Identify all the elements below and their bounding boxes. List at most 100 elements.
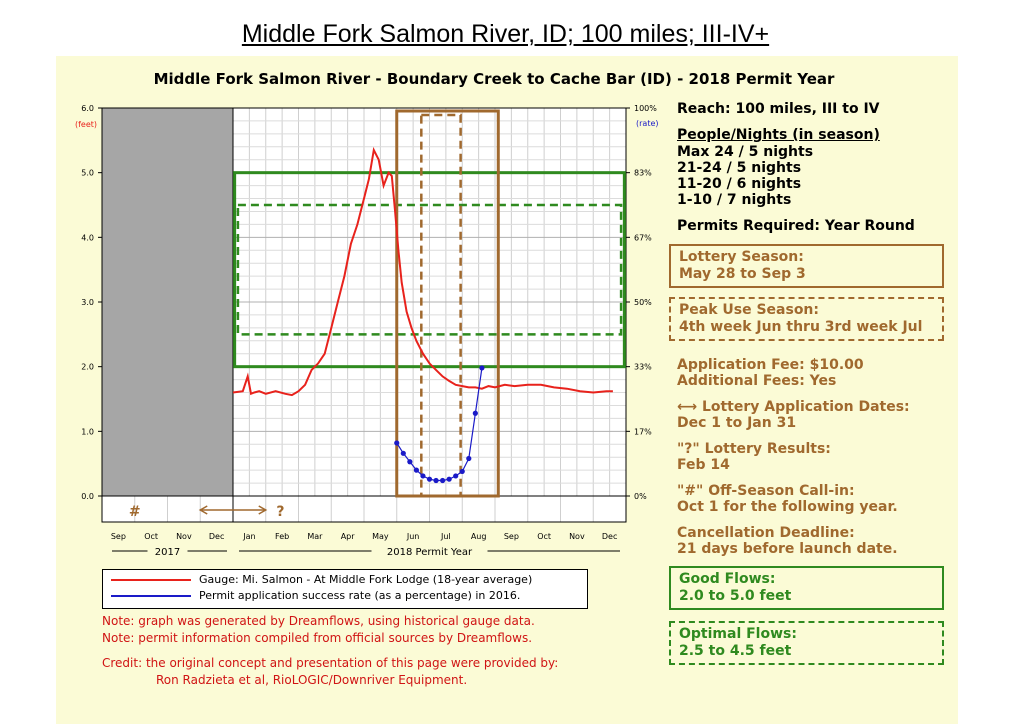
month-label: Dec (602, 532, 617, 541)
good-flows-box: Good Flows: 2.0 to 5.0 feet (669, 566, 944, 610)
permit-rate-point (440, 477, 446, 484)
off-season-hash-marker: # (129, 504, 141, 520)
app-dates-title-text: Lottery Application Dates: (701, 399, 910, 415)
left-tick-label: 2.0 (81, 363, 94, 372)
month-label: Sep (111, 532, 126, 541)
people-row-2: 21-24 / 5 nights (677, 160, 802, 176)
right-tick-label: 83% (634, 169, 652, 178)
lottery-season-title: Lottery Season: (679, 249, 804, 265)
permit-rate-point (394, 440, 400, 446)
month-label: Oct (537, 532, 551, 541)
right-tick-label: 100% (634, 104, 657, 113)
left-axis-unit: (feet) (75, 120, 97, 129)
good-flows-band (233, 171, 626, 369)
month-label: Nov (176, 532, 192, 541)
left-tick-label: 5.0 (81, 169, 94, 178)
right-axis-unit: (rate) (636, 119, 659, 128)
additional-fees-text: Additional Fees: Yes (677, 373, 837, 389)
left-tick-label: 3.0 (81, 298, 94, 307)
legend-label-gauge: Gauge: Mi. Salmon - At Middle Fork Lodge… (199, 573, 533, 586)
right-tick-label: 50% (634, 298, 652, 307)
right-tick-label: 0% (634, 492, 647, 501)
note-2: Note: permit information compiled from o… (102, 631, 533, 645)
optimal-flows-range: 2.5 to 4.5 feet (679, 643, 792, 659)
left-tick-label: 4.0 (81, 233, 94, 242)
credit-line-1: Credit: the original concept and present… (102, 656, 559, 670)
double-arrow-icon: ⟷ (677, 399, 698, 415)
lottery-season-dates: May 28 to Sep 3 (679, 266, 806, 282)
marks-layer: #? (129, 109, 626, 520)
optimal-flows-band (236, 203, 623, 336)
permit-rate-point (420, 473, 426, 479)
optimal-flows-title: Optimal Flows: (679, 626, 797, 642)
right-tick-label: 67% (634, 233, 652, 242)
note-1: Note: graph was generated by Dreamflows,… (102, 614, 535, 628)
month-label: Jul (440, 532, 451, 541)
permit-rate-point (459, 468, 465, 475)
results-title: "?" Lottery Results: (677, 441, 831, 457)
permit-rate-point (446, 476, 452, 482)
month-label: Apr (341, 532, 356, 541)
month-label: Oct (144, 532, 158, 541)
month-label: May (372, 532, 389, 541)
right-tick-label: 17% (634, 427, 652, 436)
left-tick-label: 1.0 (81, 427, 94, 436)
gauge-series-line (232, 146, 613, 397)
permit-rate-point (466, 455, 472, 462)
good-flows-range: 2.0 to 5.0 feet (679, 588, 792, 604)
left-tick-label: 6.0 (81, 104, 94, 113)
month-label: Aug (471, 532, 487, 541)
legend-swatch-gauge (111, 579, 191, 581)
lottery-season-box: Lottery Season: May 28 to Sep 3 (669, 244, 944, 288)
peak-use-dates: 4th week Jun thru 3rd week Jul (679, 319, 923, 335)
peak-use-title: Peak Use Season: (679, 302, 819, 318)
callin-title: "#" Off-Season Call-in: (677, 483, 855, 499)
month-label: Sep (504, 532, 519, 541)
peak-use-box: Peak Use Season: 4th week Jun thru 3rd w… (669, 297, 944, 341)
good-flows-title: Good Flows: (679, 571, 776, 587)
permit-rate-point (433, 477, 439, 484)
month-label: Mar (307, 532, 323, 541)
chart-title: Middle Fork Salmon River - Boundary Cree… (154, 70, 835, 88)
app-dates: Dec 1 to Jan 31 (677, 415, 797, 431)
month-label: Dec (209, 532, 224, 541)
month-label: Feb (275, 532, 289, 541)
people-row-3: 11-20 / 6 nights (677, 176, 802, 192)
month-label: Nov (569, 532, 585, 541)
month-label: Jan (242, 532, 255, 541)
year-label-2017: 2017 (155, 547, 180, 558)
grid-layer: 0.0 1.0 2.0 3.0 4.0 5.0 6.0 0% 17% 33% 50% 67% 83% 10… (81, 104, 657, 558)
cancel-text: 21 days before launch date. (677, 541, 898, 557)
right-tick-label: 33% (634, 363, 652, 372)
cancel-title: Cancellation Deadline: (677, 525, 855, 541)
plot-frame (101, 107, 627, 523)
permit-rate-point (453, 473, 459, 479)
year-label-2018: 2018 Permit Year (387, 547, 473, 558)
app-dates-title: ⟷ Lottery Application Dates: (677, 399, 910, 415)
permit-rate-point (413, 467, 419, 473)
reach-text: Reach: 100 miles, III to IV (677, 101, 880, 117)
optimal-flows-box: Optimal Flows: 2.5 to 4.5 feet (669, 621, 944, 665)
people-row-1: Max 24 / 5 nights (677, 144, 814, 160)
results-question-marker: ? (276, 504, 284, 520)
permit-rate-point (407, 459, 413, 465)
callin-date: Oct 1 for the following year. (677, 499, 898, 515)
people-row-4: 1-10 / 7 nights (677, 192, 792, 208)
people-title: People/Nights (in season) (677, 127, 880, 143)
legend-label-permit: Permit application success rate (as a pe… (199, 589, 521, 602)
fee-text: Application Fee: $10.00 (677, 357, 864, 373)
results-date: Feb 14 (677, 457, 730, 473)
permit-rate-point (400, 450, 406, 456)
permit-rate-point (426, 476, 433, 482)
legend: Gauge: Mi. Salmon - At Middle Fork Lodge… (102, 569, 588, 609)
arrow-head-right (258, 505, 268, 515)
legend-swatch-permit (111, 595, 191, 597)
permit-rate-point (472, 410, 478, 416)
month-label: Jun (406, 532, 420, 541)
permit-rate-point (479, 365, 485, 371)
arrow-head-left (198, 505, 208, 515)
credit-line-2: Ron Radzieta et al, RioLOGIC/Downriver E… (156, 673, 468, 687)
page-title: Middle Fork Salmon River, ID; 100 miles;… (241, 20, 770, 48)
peak-use-season-band (420, 113, 462, 498)
